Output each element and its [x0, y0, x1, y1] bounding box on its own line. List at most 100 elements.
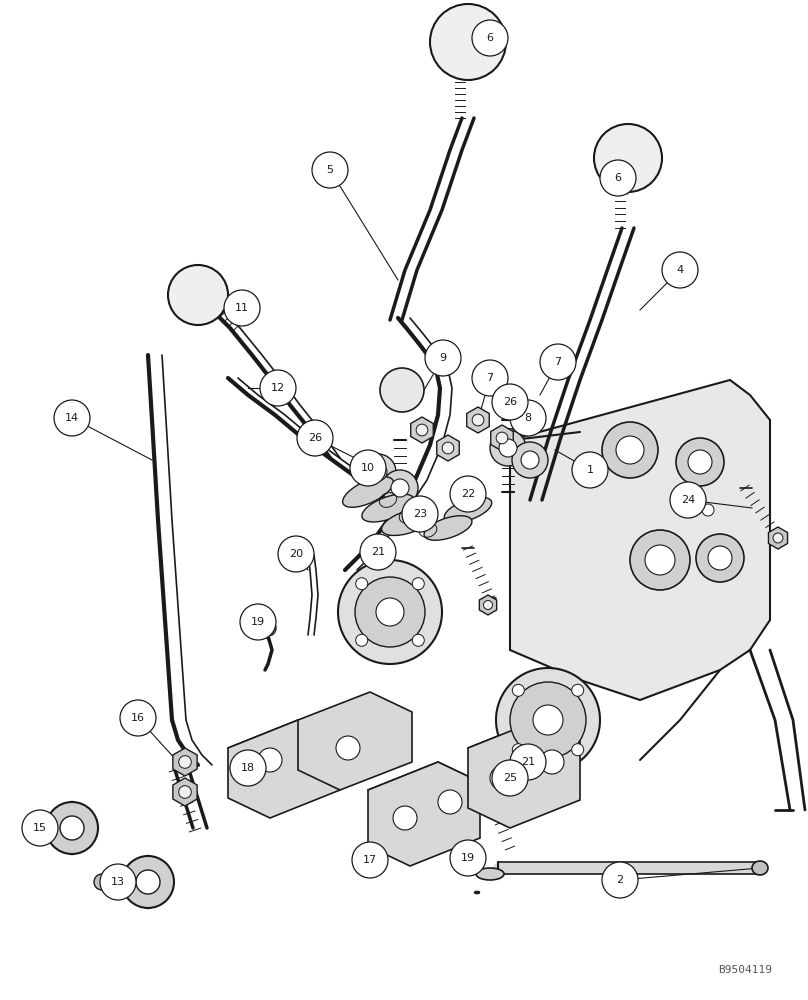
Text: 13: 13: [111, 877, 125, 887]
Polygon shape: [468, 720, 580, 828]
Circle shape: [702, 504, 714, 516]
Circle shape: [450, 476, 486, 512]
Circle shape: [224, 290, 260, 326]
Circle shape: [696, 534, 744, 582]
Circle shape: [168, 265, 228, 325]
Polygon shape: [368, 762, 480, 866]
Circle shape: [312, 152, 348, 188]
Text: 23: 23: [413, 509, 427, 519]
Circle shape: [490, 430, 526, 466]
Text: 8: 8: [524, 413, 532, 423]
Circle shape: [600, 160, 636, 196]
Text: 26: 26: [308, 433, 322, 443]
Polygon shape: [173, 778, 197, 806]
Text: 6: 6: [486, 33, 494, 43]
Ellipse shape: [362, 494, 415, 522]
Circle shape: [179, 786, 191, 798]
Circle shape: [438, 790, 462, 814]
Text: B9504119: B9504119: [718, 965, 772, 975]
Circle shape: [572, 744, 583, 756]
Text: 14: 14: [65, 413, 79, 423]
Text: 12: 12: [271, 383, 285, 393]
Polygon shape: [410, 417, 433, 443]
Circle shape: [382, 470, 418, 506]
Circle shape: [402, 496, 438, 532]
Circle shape: [499, 439, 517, 457]
Circle shape: [260, 370, 296, 406]
Ellipse shape: [424, 516, 472, 540]
Circle shape: [670, 482, 706, 518]
Text: 19: 19: [461, 853, 475, 863]
Text: 6: 6: [615, 173, 621, 183]
Text: 19: 19: [251, 617, 265, 627]
Circle shape: [412, 578, 424, 590]
Circle shape: [425, 340, 461, 376]
Polygon shape: [768, 527, 788, 549]
Polygon shape: [490, 425, 513, 451]
Circle shape: [630, 530, 690, 590]
Circle shape: [240, 604, 276, 640]
Circle shape: [179, 756, 191, 768]
Circle shape: [230, 750, 266, 786]
Polygon shape: [479, 595, 497, 615]
Text: 1: 1: [587, 465, 594, 475]
Circle shape: [380, 368, 424, 412]
Circle shape: [533, 705, 563, 735]
Ellipse shape: [381, 509, 435, 535]
Text: 24: 24: [681, 495, 695, 505]
Circle shape: [122, 856, 174, 908]
Circle shape: [472, 20, 508, 56]
Text: 7: 7: [486, 373, 494, 383]
Circle shape: [616, 436, 644, 464]
Text: 9: 9: [440, 353, 447, 363]
Text: 17: 17: [363, 855, 377, 865]
Circle shape: [412, 634, 424, 646]
Text: 2: 2: [617, 875, 624, 885]
Circle shape: [391, 479, 409, 497]
Circle shape: [60, 816, 84, 840]
Text: 18: 18: [241, 763, 255, 773]
Text: 11: 11: [235, 303, 249, 313]
Circle shape: [352, 842, 388, 878]
Text: 20: 20: [289, 549, 303, 559]
Circle shape: [260, 620, 276, 636]
Circle shape: [369, 463, 387, 481]
Circle shape: [136, 870, 160, 894]
Circle shape: [521, 451, 539, 469]
Circle shape: [483, 600, 493, 609]
Polygon shape: [298, 692, 412, 790]
Circle shape: [773, 533, 783, 543]
Text: 4: 4: [676, 265, 684, 275]
Circle shape: [496, 432, 508, 444]
Circle shape: [492, 760, 528, 796]
Circle shape: [510, 744, 546, 780]
Circle shape: [512, 684, 524, 696]
Ellipse shape: [752, 861, 768, 875]
Text: 25: 25: [503, 773, 517, 783]
Circle shape: [708, 546, 732, 570]
Circle shape: [602, 862, 638, 898]
Ellipse shape: [476, 868, 504, 880]
Circle shape: [355, 577, 425, 647]
Circle shape: [94, 874, 110, 890]
Text: 21: 21: [521, 757, 535, 767]
Circle shape: [540, 750, 564, 774]
Circle shape: [512, 442, 548, 478]
Circle shape: [54, 400, 90, 436]
Text: 22: 22: [461, 489, 475, 499]
Circle shape: [442, 442, 454, 454]
Circle shape: [100, 864, 136, 900]
Text: 15: 15: [33, 823, 47, 833]
Circle shape: [662, 252, 698, 288]
Text: 10: 10: [361, 463, 375, 473]
Circle shape: [510, 682, 586, 758]
Circle shape: [540, 344, 576, 380]
Circle shape: [297, 420, 333, 456]
Circle shape: [472, 360, 508, 396]
Circle shape: [258, 748, 282, 772]
Circle shape: [602, 422, 658, 478]
Text: 7: 7: [554, 357, 562, 367]
Polygon shape: [510, 380, 770, 700]
Circle shape: [572, 452, 608, 488]
Circle shape: [356, 634, 368, 646]
